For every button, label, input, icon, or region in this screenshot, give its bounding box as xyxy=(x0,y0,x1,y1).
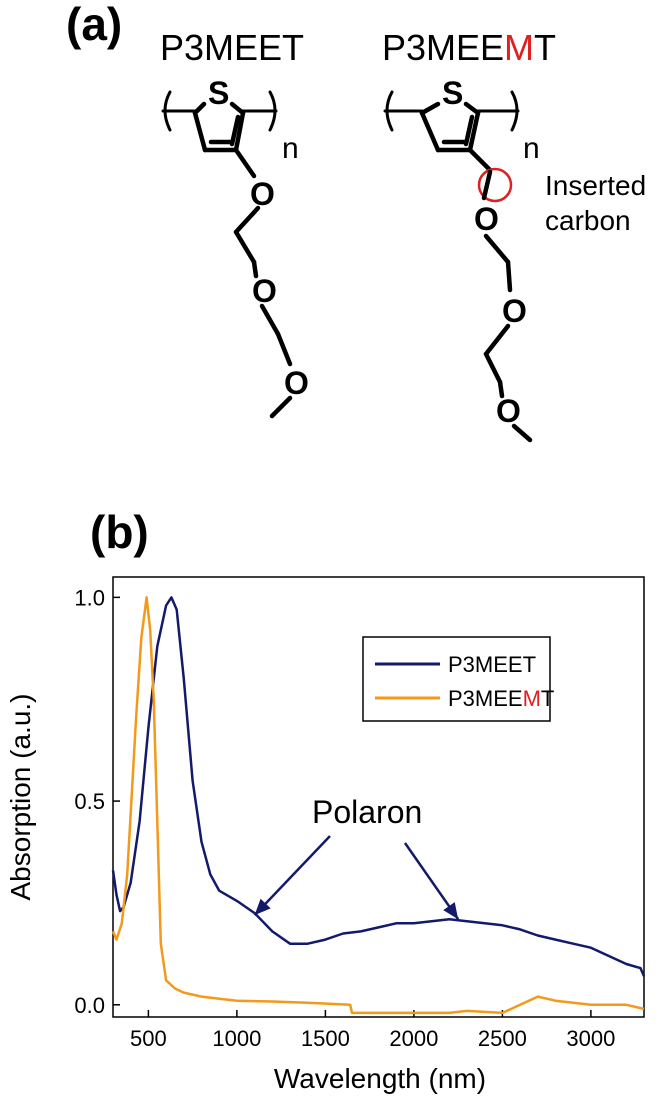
y-axis-title: Absorption (a.u.) xyxy=(5,694,36,901)
oxygen-atom: O xyxy=(502,293,527,329)
polaron-arrow-head xyxy=(254,898,271,916)
p3meet-structure: S n O O O xyxy=(161,75,309,419)
polaron-label: Polaron xyxy=(312,794,422,830)
oxygen-atom: O xyxy=(284,365,309,401)
polaron-arrow-line xyxy=(253,835,331,917)
inserted-carbon-line2: carbon xyxy=(545,205,631,236)
p3meemt-name: P3MEEMT xyxy=(382,27,556,68)
series-line-p3meet xyxy=(111,596,646,977)
p3meemt-name-prefix: P3MEE xyxy=(382,27,504,68)
x-tick-label: 500 xyxy=(130,1026,167,1051)
legend-label-p3meet: P3MEET xyxy=(448,652,536,677)
polaron-annotation: Polaron xyxy=(253,794,460,920)
polaron-arrows xyxy=(253,835,460,920)
panel-b-label: (b) xyxy=(90,506,149,558)
panel-a-label: (a) xyxy=(66,0,122,50)
y-tick-label: 1.0 xyxy=(74,585,105,610)
p3meemt-structure: S n Inserted carbon O O O xyxy=(383,75,646,443)
x-tick-label: 1500 xyxy=(301,1026,350,1051)
p3meet-name: P3MEET xyxy=(160,27,304,68)
p3meemt-name-highlight: M xyxy=(504,27,534,68)
plot-frame xyxy=(112,576,645,1018)
p3meemt-name-suffix: T xyxy=(534,27,556,68)
polaron-arrow-head xyxy=(443,902,459,920)
legend-label-p3meemt-suffix: T xyxy=(541,686,554,711)
x-tick-label: 3000 xyxy=(566,1026,615,1051)
repeat-n-2: n xyxy=(523,132,540,165)
oxygen-atom: O xyxy=(474,201,499,237)
legend-label-p3meemt-highlight: M xyxy=(523,686,541,711)
y-axis-ticks: 0.0 0.5 1.0 xyxy=(74,585,120,1018)
legend-label-p3meemt-prefix: P3MEE xyxy=(448,686,523,711)
series-line-p3meemt xyxy=(111,596,645,1015)
sulfur-atom: S xyxy=(208,75,229,111)
x-axis-title: Wavelength (nm) xyxy=(274,1063,486,1094)
series-layer xyxy=(111,596,646,1015)
legend-box xyxy=(362,636,551,722)
oxygen-atom: O xyxy=(252,273,277,309)
oxygen-atom: O xyxy=(496,393,521,429)
x-tick-label: 1000 xyxy=(212,1026,261,1051)
legend: P3MEET P3MEEMT xyxy=(362,636,554,722)
panel-a: (a) P3MEET P3MEEMT S n O O xyxy=(66,0,646,443)
legend-label-p3meemt: P3MEEMT xyxy=(448,686,554,711)
y-tick-label: 0.0 xyxy=(74,993,105,1018)
panel-b: (b) 500 1000 1500 2000 2500 3000 0.0 0.5 1.0 Wa… xyxy=(5,506,646,1094)
y-tick-label: 0.5 xyxy=(74,789,105,814)
x-axis-ticks: 500 1000 1500 2000 2500 3000 xyxy=(130,1010,615,1051)
sulfur-atom: S xyxy=(442,75,463,111)
oxygen-atom: O xyxy=(250,176,275,212)
repeat-n-1: n xyxy=(282,132,299,165)
x-tick-label: 2000 xyxy=(389,1026,438,1051)
inserted-carbon-line1: Inserted xyxy=(545,170,646,201)
x-tick-label: 2500 xyxy=(478,1026,527,1051)
inserted-carbon-circle xyxy=(477,167,513,203)
